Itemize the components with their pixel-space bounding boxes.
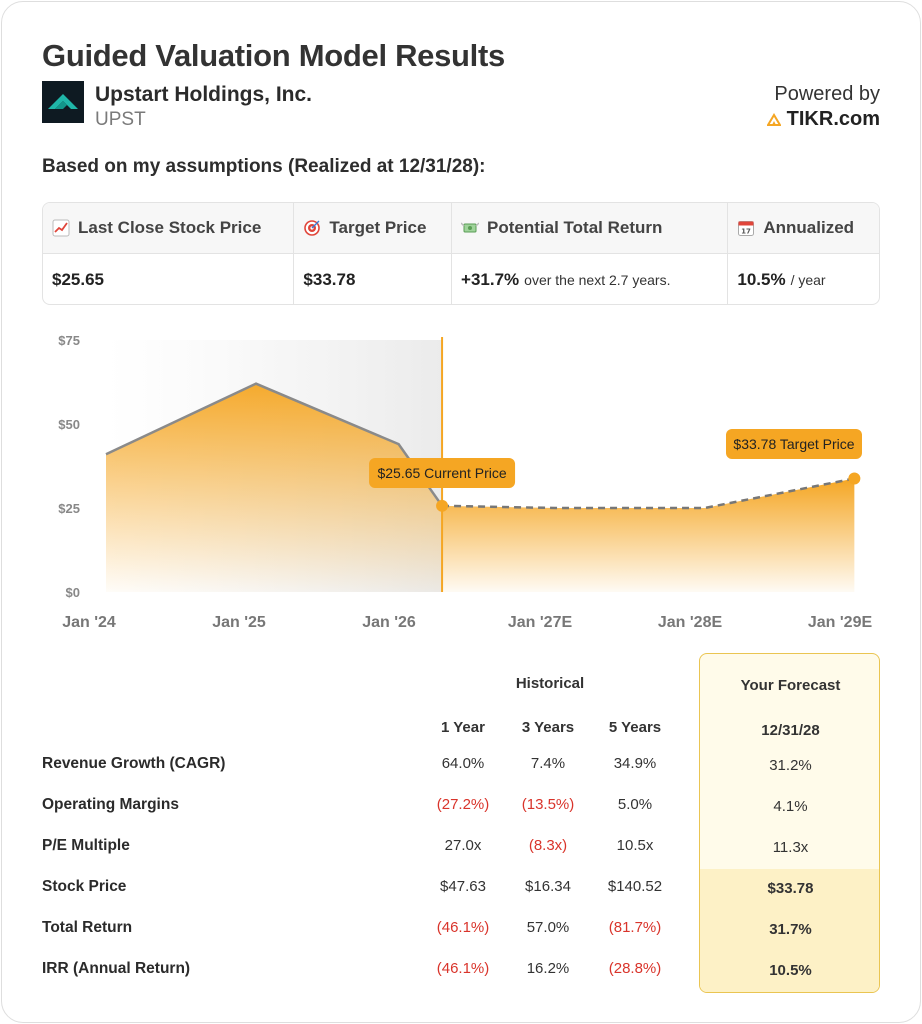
metric-potential-return: Potential Total Return +31.7% over the ne… <box>452 203 729 304</box>
brand-link[interactable]: TIKR.com <box>766 108 880 131</box>
table-cell: 57.0% <box>526 919 570 936</box>
table-cell: $140.52 <box>607 878 663 895</box>
table-cell: 27.0x <box>444 837 482 854</box>
forecast-cell: 10.5% <box>769 962 812 979</box>
forecast-cell: 31.2% <box>769 757 812 774</box>
metrics-table: Last Close Stock Price $25.65 Target Pri… <box>42 202 880 305</box>
money-wings-icon <box>461 222 480 233</box>
metric-sub: / year <box>790 271 826 288</box>
column-header: 5 Years <box>608 719 662 736</box>
row-label: IRR (Annual Return) <box>42 960 191 977</box>
current-price-marker <box>436 499 449 512</box>
current-price-label-box <box>369 458 516 488</box>
metric-label: Potential Total Return <box>487 218 663 237</box>
row-label: Revenue Growth (CAGR) <box>42 755 226 772</box>
metric-label: Annualized <box>763 218 855 237</box>
brand-name: TIKR.com <box>786 108 880 130</box>
metric-value: $25.65 <box>52 269 104 289</box>
page-title: Guided Valuation Model Results <box>42 38 505 73</box>
target-price-label: $33.78 Target Price <box>733 436 854 452</box>
target-icon <box>304 220 321 236</box>
assumptions-heading: Based on my assumptions (Realized at 12/… <box>42 156 486 177</box>
calendar-icon: 17 <box>738 221 755 236</box>
row-label: P/E Multiple <box>42 837 130 854</box>
table-cell: (81.7%) <box>608 919 662 936</box>
y-tick-label: $25 <box>58 501 80 516</box>
x-tick-label: Jan '29E <box>808 614 873 631</box>
x-tick-label: Jan '27E <box>508 614 573 631</box>
forecast-cell: 31.7% <box>769 921 812 938</box>
ticker-symbol: UPST <box>95 109 146 130</box>
table-cell: (13.5%) <box>521 796 575 813</box>
table-cell: (28.8%) <box>608 960 662 977</box>
column-header: 1 Year <box>441 719 485 736</box>
forecast-header: Your Forecast <box>740 677 841 694</box>
row-label: Operating Margins <box>42 796 179 813</box>
table-cell: $16.34 <box>525 878 571 895</box>
table-cell: (46.1%) <box>436 960 490 977</box>
forecast-highlight <box>700 869 879 992</box>
chart-up-icon <box>52 219 70 237</box>
company-logo-icon <box>42 81 84 123</box>
forecast-column: Your Forecast 12/31/28 31.2% 4.1% 11.3x $33… <box>699 653 880 993</box>
metric-value: +31.7% <box>461 269 520 289</box>
price-chart: $75 $50 $25 $0 Jan '24 Jan '25 Jan '26 Jan '27E… <box>58 333 873 631</box>
x-tick-label: Jan '25 <box>212 614 266 631</box>
table-cell: 34.9% <box>613 755 657 772</box>
forecast-date: 12/31/28 <box>761 722 820 739</box>
company-name: Upstart Holdings, Inc. <box>95 83 313 106</box>
table-cell: 10.5x <box>616 837 654 854</box>
x-tick-label: Jan '24 <box>62 614 116 631</box>
tikr-logo-icon <box>766 112 781 126</box>
metric-label: Last Close Stock Price <box>78 218 262 237</box>
table-cell: 5.0% <box>617 796 653 813</box>
table-cell: (27.2%) <box>436 796 490 813</box>
row-label: Total Return <box>42 919 133 936</box>
forecast-cell: 11.3x <box>772 839 809 856</box>
metric-label: Target Price <box>329 218 427 237</box>
metric-value: $33.78 <box>303 269 356 289</box>
table-cell: 16.2% <box>526 960 570 977</box>
svg-text:17: 17 <box>742 228 752 236</box>
y-tick-label: $50 <box>58 417 80 432</box>
forecast-line <box>442 477 855 510</box>
x-tick-label: Jan '28E <box>658 614 723 631</box>
column-header: 3 Years <box>521 719 575 736</box>
forecast-cell: $33.78 <box>767 880 814 897</box>
historical-area <box>106 383 443 592</box>
y-tick-label: $0 <box>66 585 80 600</box>
table-cell: 64.0% <box>441 755 485 772</box>
metric-target-price: Target Price $33.78 <box>294 203 453 304</box>
forecast-cell: 4.1% <box>773 798 808 815</box>
table-cell: (8.3x) <box>528 837 568 854</box>
x-tick-label: Jan '26 <box>362 614 416 631</box>
y-tick-label: $75 <box>58 333 80 348</box>
powered-by-label: Powered by <box>774 83 880 105</box>
table-cell: $47.63 <box>440 878 486 895</box>
row-label: Stock Price <box>42 878 127 895</box>
target-price-marker <box>848 472 861 485</box>
table-cell: (46.1%) <box>436 919 490 936</box>
metric-annualized: 17 Annualized 10.5% / year <box>728 203 879 304</box>
metric-sub: over the next 2.7 years. <box>524 271 671 288</box>
metric-value: 10.5% <box>737 269 786 289</box>
table-cell: 7.4% <box>530 755 566 772</box>
metric-last-close: Last Close Stock Price $25.65 <box>43 203 295 304</box>
current-price-label: $25.65 Current Price <box>377 465 506 481</box>
target-price-label-box <box>726 429 862 459</box>
forecast-area <box>442 478 855 592</box>
historical-header: Historical <box>515 675 585 692</box>
